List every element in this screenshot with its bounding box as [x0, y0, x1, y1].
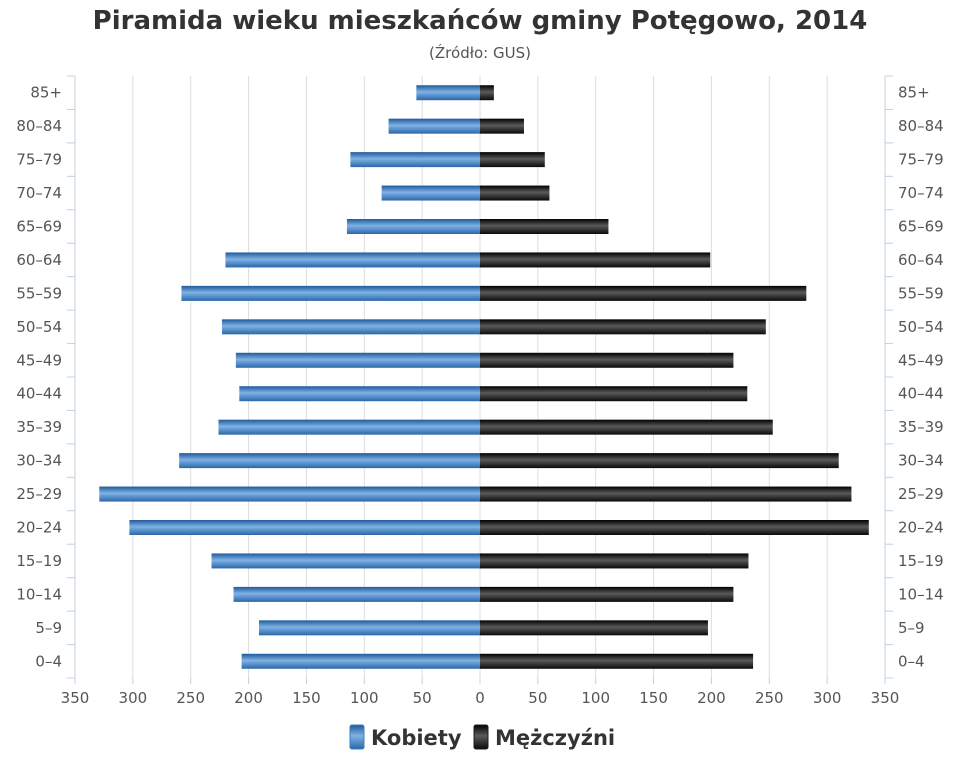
- bar-female: [225, 252, 480, 268]
- x-tick-label: 150: [639, 689, 668, 707]
- bar-female: [233, 586, 480, 602]
- category-label-left: 45–49: [16, 351, 62, 369]
- tick-labels: 350 300 250 200 150 100 50 0 50 100 150 200 250 300 35…: [16, 84, 943, 707]
- bar-female: [179, 453, 480, 469]
- category-label-right: 55–59: [898, 284, 944, 302]
- x-tick-label: 300: [813, 689, 842, 707]
- category-label-right: 10–14: [898, 585, 944, 603]
- category-label-right: 15–19: [898, 552, 944, 570]
- bar-female: [239, 386, 480, 402]
- bar-male: [480, 85, 494, 101]
- bar-female: [388, 118, 480, 134]
- bar-female: [241, 653, 480, 669]
- category-label-left: 30–34: [16, 452, 62, 470]
- x-tick-label: 50: [413, 689, 432, 707]
- category-label-left: 85+: [30, 84, 62, 102]
- bar-female: [218, 419, 480, 435]
- x-tick-label: 350: [871, 689, 900, 707]
- bar-female: [211, 553, 481, 569]
- bar-male: [480, 319, 766, 335]
- chart-title: Piramida wieku mieszkańców gminy Potęgow…: [92, 6, 868, 36]
- category-label-left: 0–4: [35, 652, 62, 670]
- category-label-right: 5–9: [898, 619, 925, 637]
- category-label-right: 30–34: [898, 452, 944, 470]
- bar-male: [480, 419, 773, 435]
- bar-female: [221, 319, 480, 335]
- category-label-right: 80–84: [898, 117, 944, 135]
- bar-male: [480, 352, 734, 368]
- category-label-left: 35–39: [16, 418, 62, 436]
- bar-female: [258, 620, 480, 636]
- category-label-left: 65–69: [16, 218, 62, 236]
- category-label-right: 20–24: [898, 519, 944, 537]
- bar-male: [480, 453, 839, 469]
- x-tick-label: 200: [234, 689, 263, 707]
- category-label-left: 15–19: [16, 552, 62, 570]
- category-label-right: 35–39: [898, 418, 944, 436]
- x-tick-label: 200: [697, 689, 726, 707]
- category-label-left: 50–54: [16, 318, 62, 336]
- bar-male: [480, 586, 734, 602]
- category-label-right: 45–49: [898, 351, 944, 369]
- x-tick-label: 100: [350, 689, 379, 707]
- category-label-left: 5–9: [35, 619, 62, 637]
- x-tick-label: 0: [475, 689, 485, 707]
- category-label-right: 25–29: [898, 485, 944, 503]
- category-label-right: 75–79: [898, 151, 944, 169]
- bar-female: [350, 152, 480, 168]
- category-label-left: 25–29: [16, 485, 62, 503]
- category-label-right: 60–64: [898, 251, 944, 269]
- bar-male: [480, 219, 609, 234]
- x-tick-label: 300: [119, 689, 148, 707]
- legend-swatch-female: [349, 724, 365, 750]
- category-label-right: 65–69: [898, 218, 944, 236]
- bar-male: [480, 553, 749, 569]
- x-tick-label: 50: [528, 689, 547, 707]
- legend-label-male: Mężczyźni: [495, 726, 615, 750]
- bar-female: [346, 219, 480, 234]
- x-tick-label: 100: [581, 689, 610, 707]
- legend-label-female: Kobiety: [371, 726, 462, 750]
- category-label-right: 70–74: [898, 184, 944, 202]
- category-label-right: 40–44: [898, 385, 944, 403]
- category-label-left: 20–24: [16, 519, 62, 537]
- category-label-left: 40–44: [16, 385, 62, 403]
- category-label-left: 60–64: [16, 251, 62, 269]
- category-label-left: 80–84: [16, 117, 62, 135]
- x-tick-label: 250: [755, 689, 784, 707]
- category-label-right: 0–4: [898, 652, 925, 670]
- x-tick-label: 350: [61, 689, 90, 707]
- legend: Kobiety Mężczyźni: [349, 724, 615, 750]
- category-label-left: 75–79: [16, 151, 62, 169]
- bar-female: [235, 352, 480, 368]
- bar-male: [480, 152, 545, 168]
- bar-female: [381, 185, 480, 201]
- axes: [67, 75, 893, 684]
- bar-male: [480, 185, 550, 201]
- category-label-left: 10–14: [16, 585, 62, 603]
- bar-male: [480, 285, 807, 301]
- legend-swatch-male: [473, 724, 489, 750]
- x-tick-label: 150: [292, 689, 321, 707]
- bar-male: [480, 386, 748, 402]
- bars: [99, 85, 869, 669]
- bar-male: [480, 620, 708, 636]
- chart-subtitle: (Źródło: GUS): [429, 44, 531, 62]
- bar-female: [181, 285, 480, 301]
- category-label-left: 70–74: [16, 184, 62, 202]
- x-tick-label: 250: [176, 689, 205, 707]
- category-label-left: 55–59: [16, 284, 62, 302]
- category-label-right: 85+: [898, 84, 930, 102]
- bar-male: [480, 520, 869, 535]
- bar-female: [129, 520, 480, 535]
- bar-female: [99, 486, 481, 502]
- bar-female: [416, 85, 480, 101]
- bar-male: [480, 118, 524, 134]
- bar-male: [480, 653, 754, 669]
- bar-male: [480, 486, 852, 502]
- bar-male: [480, 252, 711, 268]
- category-label-right: 50–54: [898, 318, 944, 336]
